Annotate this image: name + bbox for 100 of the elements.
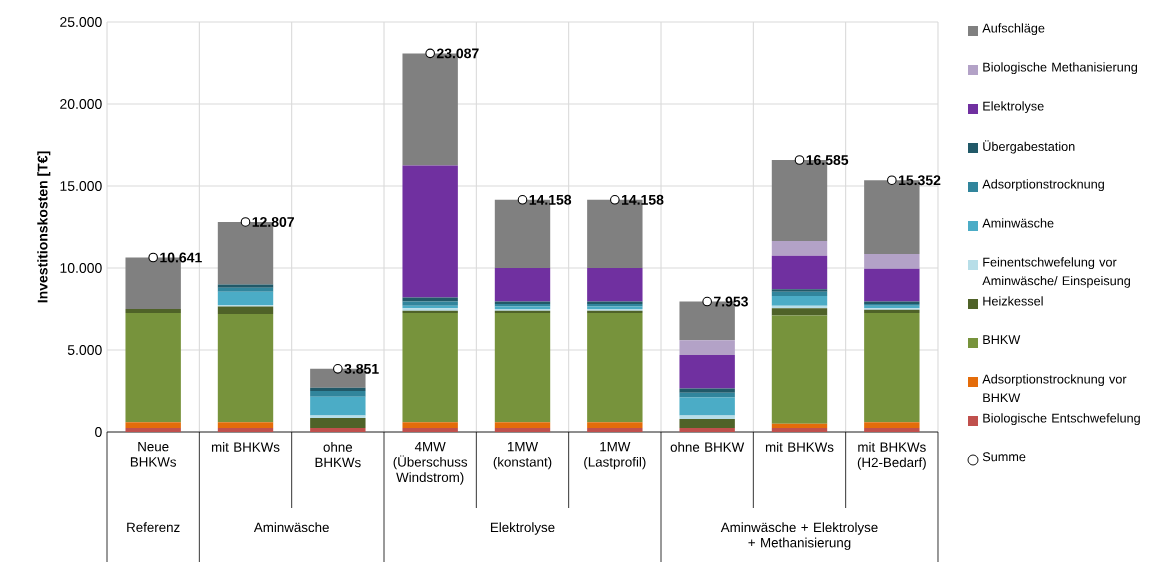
data-label: 14.158 xyxy=(529,194,572,205)
bar xyxy=(494,422,551,428)
bar xyxy=(864,422,920,428)
point xyxy=(333,364,343,374)
bar xyxy=(217,287,274,292)
y-tick-label: 15.000 xyxy=(60,181,102,191)
data-label: 7.953 xyxy=(714,296,748,307)
point xyxy=(794,155,805,165)
x-tick-label: Neue BHKWs xyxy=(130,442,177,467)
y-axis-title: Investitionskosten [T€] xyxy=(37,151,51,303)
text: Elektrolyse xyxy=(490,522,555,535)
bar xyxy=(402,297,458,302)
bar xyxy=(771,289,828,292)
data-label: 14.158 xyxy=(621,194,664,205)
bar xyxy=(494,427,551,432)
point xyxy=(702,296,712,307)
bar xyxy=(494,313,551,423)
legend-label: Adsorptionstrocknung vor BHKW xyxy=(982,374,1127,403)
y-tick-label: 25.000 xyxy=(60,17,102,27)
bar xyxy=(402,422,458,428)
bar xyxy=(864,309,920,314)
bar xyxy=(771,427,828,432)
bar xyxy=(310,427,366,432)
bar xyxy=(402,301,458,306)
bar xyxy=(679,392,735,398)
bar xyxy=(771,423,828,428)
data-label: 23.087 xyxy=(436,48,479,59)
bar xyxy=(217,291,274,305)
data-label: 10.641 xyxy=(160,252,202,263)
x-tick-label: 1MW (konstant) xyxy=(493,442,552,470)
x-tick-label: 1MW (Lastprofil) xyxy=(584,442,646,470)
x-tick-label: 4MW (Überschuss Windstrom) xyxy=(393,442,468,485)
legend-label: Summe xyxy=(982,452,1026,462)
x-tick-label: mit BHKWs xyxy=(765,442,834,452)
bar xyxy=(864,268,920,302)
bar xyxy=(125,313,181,423)
bar xyxy=(217,313,274,423)
y-tick-label: 10.000 xyxy=(60,263,102,273)
bar xyxy=(864,254,920,269)
x-tick-label: ohne BHKW xyxy=(670,442,745,452)
bar xyxy=(310,387,366,391)
bar xyxy=(864,427,920,432)
bar xyxy=(587,268,643,302)
bar xyxy=(679,354,735,389)
data-label: 3.851 xyxy=(344,363,379,374)
bar xyxy=(125,422,181,428)
bar xyxy=(771,315,828,424)
bar xyxy=(587,427,643,432)
bar xyxy=(771,291,828,296)
legend-label: BHKW xyxy=(983,335,1021,344)
data-label: 12.807 xyxy=(252,217,294,227)
bar xyxy=(679,340,735,355)
point xyxy=(425,48,435,59)
bar xyxy=(402,427,458,432)
legend-label: Biologische Methanisierung xyxy=(983,62,1138,75)
legend-label: Heizkessel xyxy=(983,296,1043,306)
bar xyxy=(310,391,366,397)
point xyxy=(610,195,620,205)
point xyxy=(240,217,251,227)
bar xyxy=(402,313,458,423)
legend-label: Feinentschwefelung vor Aminwäsche/ Einspeisung xyxy=(982,257,1130,288)
bar xyxy=(217,284,274,288)
legend-label: Übergabestation xyxy=(983,140,1075,154)
text: Aminwäsche xyxy=(253,522,329,533)
y-tick-label: 0 xyxy=(95,427,102,437)
bar xyxy=(587,422,643,428)
bar xyxy=(402,165,458,298)
x-tick-label: mit BHKWs xyxy=(211,442,280,452)
bar xyxy=(217,427,274,432)
bar xyxy=(771,240,828,256)
legend-label: Elektrolyse xyxy=(983,101,1044,114)
legend-label: Biologische Entschwefelung xyxy=(983,413,1140,426)
bar xyxy=(679,427,735,432)
legend-label: Aufschläge xyxy=(982,23,1045,36)
bar xyxy=(679,388,735,393)
bar xyxy=(587,313,643,423)
bar xyxy=(125,427,181,432)
text: Aminwäsche + Elektrolyse + Methanisierung xyxy=(720,522,878,551)
point xyxy=(148,252,158,263)
bar xyxy=(679,415,735,419)
bar xyxy=(771,255,828,290)
bar xyxy=(310,396,366,416)
legend-label: Adsorptionstrocknung xyxy=(982,179,1104,192)
bar xyxy=(771,295,828,306)
text: Referenz xyxy=(127,522,180,533)
y-tick-label: 5.000 xyxy=(67,345,102,355)
data-label: 16.585 xyxy=(806,155,849,165)
bar xyxy=(310,418,366,428)
bar xyxy=(771,308,828,316)
bar xyxy=(679,397,735,416)
x-tick-label: ohne BHKWs xyxy=(315,442,361,468)
bar xyxy=(125,309,181,314)
data-label: 15.352 xyxy=(898,175,941,186)
bar xyxy=(679,418,735,428)
point xyxy=(517,195,528,205)
bar xyxy=(217,422,274,428)
bar xyxy=(864,313,920,423)
bar xyxy=(217,306,274,314)
point xyxy=(887,175,897,186)
x-tick-label: mit BHKWs (H2-Bedarf) xyxy=(857,442,926,470)
